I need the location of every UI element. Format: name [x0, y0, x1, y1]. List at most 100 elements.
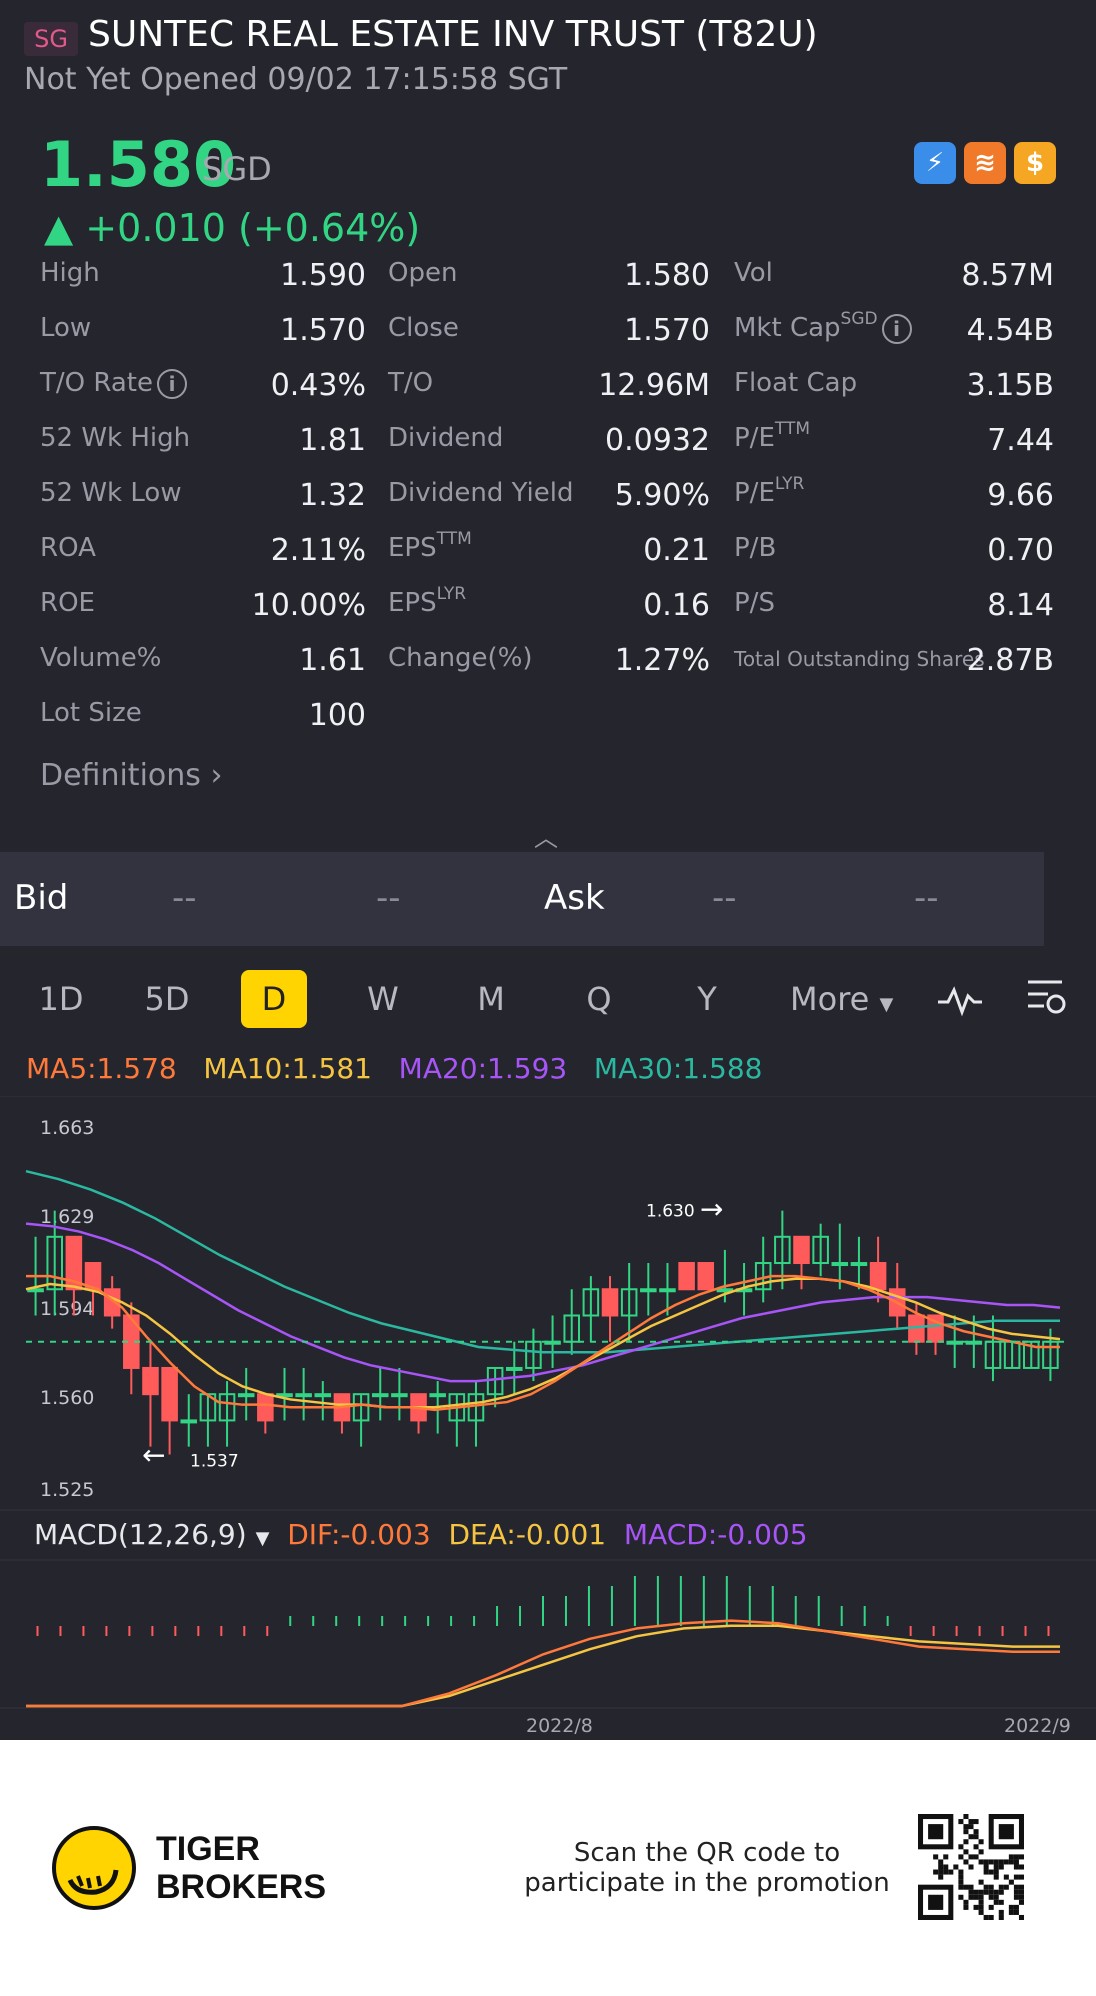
qr-module: [1008, 1859, 1014, 1865]
stats-row: ROE 10.00% EPSLYR 0.16 P/S 8.14: [40, 584, 1056, 643]
definitions-link[interactable]: Definitions ›: [40, 758, 222, 793]
stats-grid: High 1.590 Open 1.580 Vol 8.57M Low 1.570 Close 1…: [40, 258, 1056, 753]
qr-module: [1008, 1904, 1014, 1910]
candle-body: [774, 1235, 791, 1265]
info-icon[interactable]: i: [881, 313, 912, 344]
ma30-line: [25, 1170, 1060, 1354]
stat-label-sup: TTM: [774, 419, 811, 439]
qr-module: [1013, 1864, 1019, 1870]
stat-label: Float Cap: [734, 368, 857, 398]
scan-line2: participate in the promotion: [524, 1868, 890, 1898]
candle-body: [352, 1393, 370, 1422]
tab-5d[interactable]: 5D: [144, 980, 190, 1018]
dollar-badge-icon[interactable]: $: [1014, 142, 1056, 184]
stat-label: 52 Wk High: [40, 423, 190, 453]
qr-module: [1013, 1859, 1019, 1865]
qr-module: [988, 1889, 994, 1895]
qr-module: [1018, 1889, 1024, 1895]
stat-label: Mkt CapSGD i: [734, 309, 912, 344]
x-axis-label: 2022/8: [526, 1715, 593, 1737]
qr-module: [983, 1864, 989, 1870]
qr-module: [968, 1889, 974, 1895]
indicator-wave-icon[interactable]: [936, 982, 984, 1018]
macd-legend: MACD(12,26,9) ▼ DIF:-0.003 DEA:-0.001 MA…: [34, 1518, 808, 1551]
stat-label-text: Total Outstanding Shares: [734, 647, 985, 671]
more-dropdown[interactable]: More ▼: [790, 970, 893, 1028]
candle-body: [84, 1262, 102, 1291]
stat-value: 1.580: [624, 258, 710, 293]
more-label: More: [790, 980, 870, 1018]
price-change: ▲ +0.010 (+0.64%): [44, 206, 421, 250]
qr-module: [988, 1904, 994, 1910]
stat-label: P/S: [734, 588, 775, 618]
candle-body: [371, 1393, 389, 1398]
tab-y[interactable]: Y: [697, 980, 717, 1018]
candle-body: [506, 1366, 523, 1371]
trend-badge-icon[interactable]: ≋: [964, 142, 1006, 184]
stat-label-sup: LYR: [436, 584, 467, 604]
currency-label: SGD: [202, 150, 272, 188]
candle-body: [276, 1393, 293, 1398]
ma5-line: [26, 1274, 1060, 1412]
bid-size: --: [376, 878, 401, 918]
brand-line1: TIGER: [156, 1830, 260, 1868]
qr-module: [973, 1904, 979, 1910]
qr-module: [988, 1859, 994, 1865]
stat-value: 5.90%: [614, 478, 710, 513]
stat-label-text: Close: [388, 313, 459, 343]
qr-module: [933, 1854, 939, 1860]
qr-module: [998, 1899, 1004, 1905]
stat-label: Change(%): [388, 643, 533, 673]
stat-value: 12.96M: [598, 368, 710, 403]
chevron-up-icon[interactable]: ︿: [534, 824, 558, 852]
qr-module: [968, 1834, 974, 1840]
macd-value: MACD:-0.005: [623, 1518, 808, 1551]
macd-caret-icon[interactable]: ▼: [255, 1528, 270, 1549]
qr-module: [938, 1864, 944, 1870]
stats-row: 52 Wk High 1.81 Dividend 0.0932 P/ETTM 7.44: [40, 419, 1056, 478]
qr-module: [993, 1859, 999, 1865]
tab-d[interactable]: D: [241, 970, 307, 1028]
tab-q[interactable]: Q: [586, 980, 612, 1018]
stat-label-text: P/E: [734, 423, 775, 453]
scan-line1: Scan the QR code to: [573, 1838, 841, 1868]
qr-module: [938, 1859, 944, 1865]
stat-label: ROA: [40, 533, 96, 563]
stat-label: 52 Wk Low: [40, 478, 182, 508]
qr-module: [1018, 1864, 1024, 1870]
stat-label-text: Lot Size: [40, 698, 142, 728]
stat-label-text: ROE: [40, 588, 95, 618]
qr-module: [978, 1909, 984, 1915]
price-chart[interactable]: 1.663 1.629 1.594 1.560 1.525 1.630 → ← 1.537 202…: [0, 1096, 1096, 1740]
stat-label-sup: LYR: [774, 474, 805, 494]
stat-label: Dividend Yield: [388, 478, 574, 508]
qr-module: [1008, 1879, 1014, 1885]
info-icon[interactable]: i: [157, 368, 187, 399]
stat-label: Vol: [734, 258, 773, 288]
qr-module: [983, 1889, 989, 1895]
ma10-value: MA10:1.581: [203, 1052, 372, 1085]
qr-module: [943, 1864, 949, 1870]
stat-label-text: Dividend: [388, 423, 504, 453]
qr-finder: [928, 1824, 944, 1840]
ask-label: Ask: [544, 878, 605, 918]
tab-m[interactable]: M: [477, 980, 505, 1018]
qr-module: [958, 1854, 964, 1860]
chart-settings-icon[interactable]: [1024, 976, 1068, 1020]
candle-body: [659, 1288, 676, 1293]
stat-label: Volume%: [40, 643, 161, 673]
lightning-badge-icon[interactable]: ⚡: [914, 142, 956, 184]
qr-module: [1018, 1894, 1024, 1900]
qr-module: [973, 1829, 979, 1835]
tab-w[interactable]: W: [367, 980, 399, 1018]
stat-label: Open: [388, 258, 457, 288]
definitions-label: Definitions: [40, 758, 201, 793]
high-annotation: 1.630: [646, 1202, 695, 1222]
qr-module: [973, 1844, 979, 1850]
stat-label: P/ELYR: [734, 474, 804, 508]
stat-value: 1.61: [299, 643, 366, 678]
tab-1d[interactable]: 1D: [38, 980, 84, 1018]
qr-code[interactable]: [918, 1814, 1024, 1920]
stat-label: Low: [40, 313, 91, 343]
macd-label[interactable]: MACD(12,26,9): [34, 1518, 247, 1551]
